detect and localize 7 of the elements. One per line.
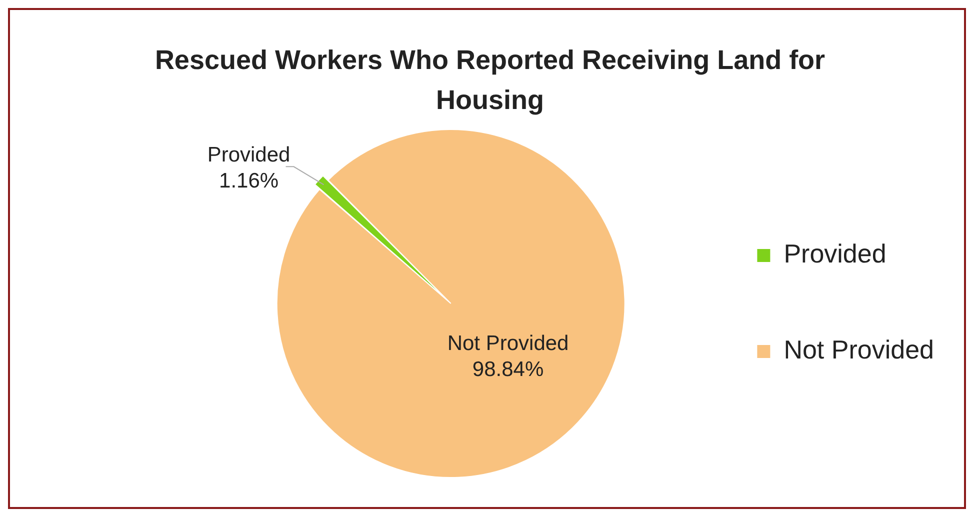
data-label: 98.84% <box>472 358 544 381</box>
chart-title: Rescued Workers Who Reported Receiving Land for Housing <box>154 44 826 117</box>
slice-label: Provided <box>207 143 290 166</box>
legend-label: Provided <box>784 238 886 269</box>
legend-label: Not Provided <box>784 334 934 365</box>
slice-label: Not Provided <box>447 332 569 355</box>
data-label: 1.16% <box>219 169 279 192</box>
